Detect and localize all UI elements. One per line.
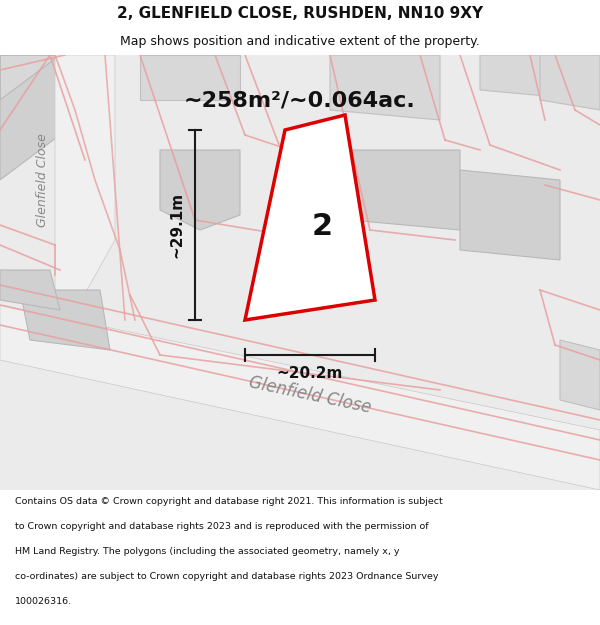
Polygon shape [0,305,600,490]
Polygon shape [55,55,115,320]
Polygon shape [0,55,70,110]
Text: 2, GLENFIELD CLOSE, RUSHDEN, NN10 9XY: 2, GLENFIELD CLOSE, RUSHDEN, NN10 9XY [117,6,483,21]
Polygon shape [0,270,60,310]
Polygon shape [560,340,600,410]
Text: 100026316.: 100026316. [15,597,72,606]
Polygon shape [330,55,440,120]
Polygon shape [140,55,240,100]
Polygon shape [350,150,460,230]
Text: ~29.1m: ~29.1m [170,192,185,258]
Polygon shape [540,55,600,110]
Text: Glenfield Close: Glenfield Close [35,133,49,227]
Polygon shape [460,170,560,260]
Text: Glenfield Close: Glenfield Close [247,373,373,417]
Polygon shape [20,290,110,350]
Text: to Crown copyright and database rights 2023 and is reproduced with the permissio: to Crown copyright and database rights 2… [15,522,428,531]
Text: Map shows position and indicative extent of the property.: Map shows position and indicative extent… [120,35,480,48]
Polygon shape [160,150,240,230]
Polygon shape [245,115,375,320]
Text: 2: 2 [312,212,333,241]
Text: Contains OS data © Crown copyright and database right 2021. This information is : Contains OS data © Crown copyright and d… [15,497,443,506]
Polygon shape [480,55,590,100]
Polygon shape [0,55,80,180]
Text: ~258m²/~0.064ac.: ~258m²/~0.064ac. [184,90,416,110]
Text: co-ordinates) are subject to Crown copyright and database rights 2023 Ordnance S: co-ordinates) are subject to Crown copyr… [15,572,439,581]
Text: HM Land Registry. The polygons (including the associated geometry, namely x, y: HM Land Registry. The polygons (includin… [15,547,400,556]
Text: ~20.2m: ~20.2m [277,366,343,381]
